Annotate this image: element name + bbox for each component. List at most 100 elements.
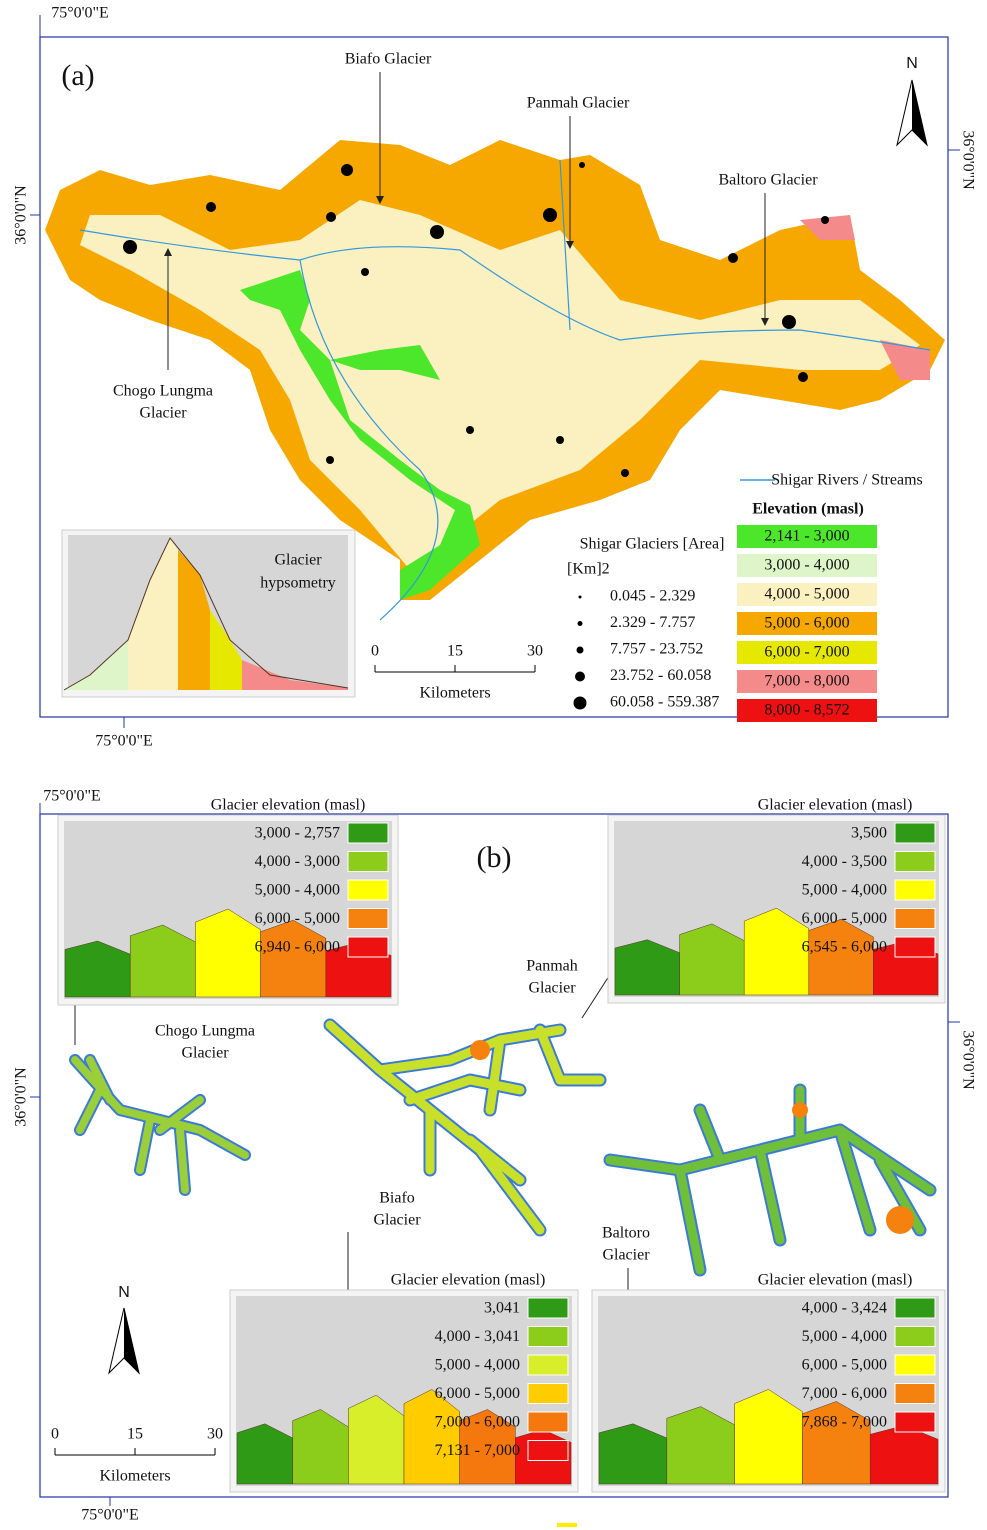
hypsometry-band: [403, 1389, 460, 1485]
legend-label: 2,141 - 3,000: [764, 528, 849, 545]
legend-swatch: [737, 612, 877, 635]
legend-swatch: [347, 936, 389, 958]
scale-tick-label: 15: [447, 643, 463, 660]
glacier-label: Glacier: [528, 980, 576, 997]
latitude-label: 36°0'0"N: [959, 130, 976, 190]
north-label: N: [118, 1284, 130, 1301]
legend-label: 6,000 - 5,000: [802, 1357, 887, 1374]
legend-swatch: [894, 1297, 936, 1319]
legend-swatch: [737, 583, 877, 606]
inset-title: Glacier elevation (masl): [391, 1272, 546, 1289]
legend-label: 6,000 - 5,000: [255, 910, 340, 927]
hypsometry-band: [802, 1401, 871, 1485]
glacier-label: Biafo Glacier: [345, 51, 432, 68]
legend-label: 5,000 - 4,000: [435, 1357, 520, 1374]
legend-label: 5,000 - 4,000: [802, 882, 887, 899]
glacier-label: Glacier: [139, 405, 187, 422]
legend-label: 0.045 - 2.329: [610, 588, 695, 605]
legend-swatch: [894, 908, 936, 929]
legend-label: 4,000 - 3,041: [435, 1328, 520, 1345]
legend-swatch: [894, 879, 936, 901]
hypsometry-band: [64, 940, 131, 998]
latitude-label: 36°0'0"N: [959, 1030, 976, 1090]
legend-swatch: [894, 1326, 936, 1347]
legend-swatch: [894, 1411, 936, 1433]
legend-swatch: [527, 1411, 569, 1433]
legend-label: 7,868 - 7,000: [802, 1414, 887, 1431]
legend-label: 6,000 - 5,000: [435, 1385, 520, 1402]
legend-label: 4,000 - 5,000: [764, 586, 849, 603]
legend-swatch: [737, 554, 877, 577]
legend-swatch: [894, 1354, 936, 1376]
panel-label: (b): [477, 841, 512, 874]
hypsometry-band: [598, 1423, 668, 1485]
glacier-label: Baltoro: [602, 1225, 650, 1242]
hypsometry-band: [743, 907, 810, 996]
legend-swatch: [347, 879, 389, 901]
legend-label: 3,041: [484, 1300, 520, 1317]
hypsometry-band: [734, 1389, 803, 1485]
legend-label: 23.752 - 60.058: [610, 667, 711, 684]
legend-label: 2.329 - 7.757: [610, 614, 695, 631]
glacier-label: Glacier: [181, 1045, 229, 1062]
legend-swatch: [737, 699, 877, 722]
glacier-label: Panmah Glacier: [527, 95, 630, 112]
inset-title: Glacier elevation (masl): [758, 1272, 913, 1289]
legend-unit: [Km]2: [567, 561, 610, 578]
hypsometry-band: [614, 939, 680, 996]
legend-label: 8,000 - 8,572: [764, 702, 849, 719]
legend-swatch: [894, 822, 936, 844]
legend-label: 4,000 - 3,500: [802, 853, 887, 870]
legend-swatch: [347, 851, 389, 872]
scale-tick-label: 30: [207, 1426, 223, 1443]
glacier-outlines: [69, 1018, 937, 1277]
area-symbol: [576, 646, 584, 654]
inset-title: Glacier elevation (masl): [211, 797, 366, 814]
inset-title: hypsometry: [260, 575, 336, 592]
hypsometry-band: [236, 1423, 293, 1485]
inset-title: Glacier elevation (masl): [758, 797, 913, 814]
legend-swatch: [894, 936, 936, 958]
scale-unit: Kilometers: [99, 1468, 170, 1485]
scale-tick-label: 15: [127, 1426, 143, 1443]
legend-label: 7,131 - 7,000: [435, 1442, 520, 1459]
legend-label: 3,000 - 2,757: [255, 825, 340, 842]
hypsometry-band: [348, 1394, 405, 1485]
legend-swatch: [894, 1383, 936, 1404]
scale-tick-label: 0: [371, 643, 379, 660]
hypsometry-band: [260, 919, 327, 998]
scale-tick-label: 0: [51, 1426, 59, 1443]
inset-title: Glacier: [274, 552, 322, 569]
terrain-map: [45, 140, 945, 621]
decoration: [557, 1523, 577, 1527]
panel-label: (a): [61, 59, 94, 92]
legend-label: 6,000 - 7,000: [764, 644, 849, 661]
legend-swatch: [347, 822, 389, 844]
legend-label: 5,000 - 6,000: [764, 615, 849, 632]
glacier-label: Chogo Lungma: [113, 383, 213, 400]
area-symbol: [573, 696, 587, 710]
area-symbol: [578, 595, 582, 599]
legend-label: 7,000 - 8,000: [764, 673, 849, 690]
scale-unit: Kilometers: [419, 685, 490, 702]
glacier-label: Glacier: [373, 1212, 421, 1229]
legend-swatch: [527, 1383, 569, 1404]
hypsometry-band: [459, 1409, 516, 1485]
glacier-label: Baltoro Glacier: [718, 172, 818, 189]
legend-swatch: [737, 670, 877, 693]
hypsometry-band: [808, 918, 874, 996]
latitude-label: 36°0'0"N: [13, 1067, 30, 1127]
glacier-label: Chogo Lungma: [155, 1023, 255, 1040]
hypsometry-band: [292, 1409, 349, 1485]
legend-label: 5,000 - 4,000: [802, 1328, 887, 1345]
legend-title: Shigar Glaciers [Area]: [580, 536, 725, 553]
scale-tick-label: 30: [527, 643, 543, 660]
legend-swatch: [527, 1326, 569, 1347]
area-symbol: [575, 671, 585, 682]
legend-swatch: [347, 908, 389, 929]
legend-swatch: [527, 1354, 569, 1376]
glacier-label: Panmah: [526, 958, 578, 975]
legend-label: 60.058 - 559.387: [610, 694, 719, 711]
legend-swatch: [737, 641, 877, 664]
hypsometry-band: [666, 1406, 735, 1485]
